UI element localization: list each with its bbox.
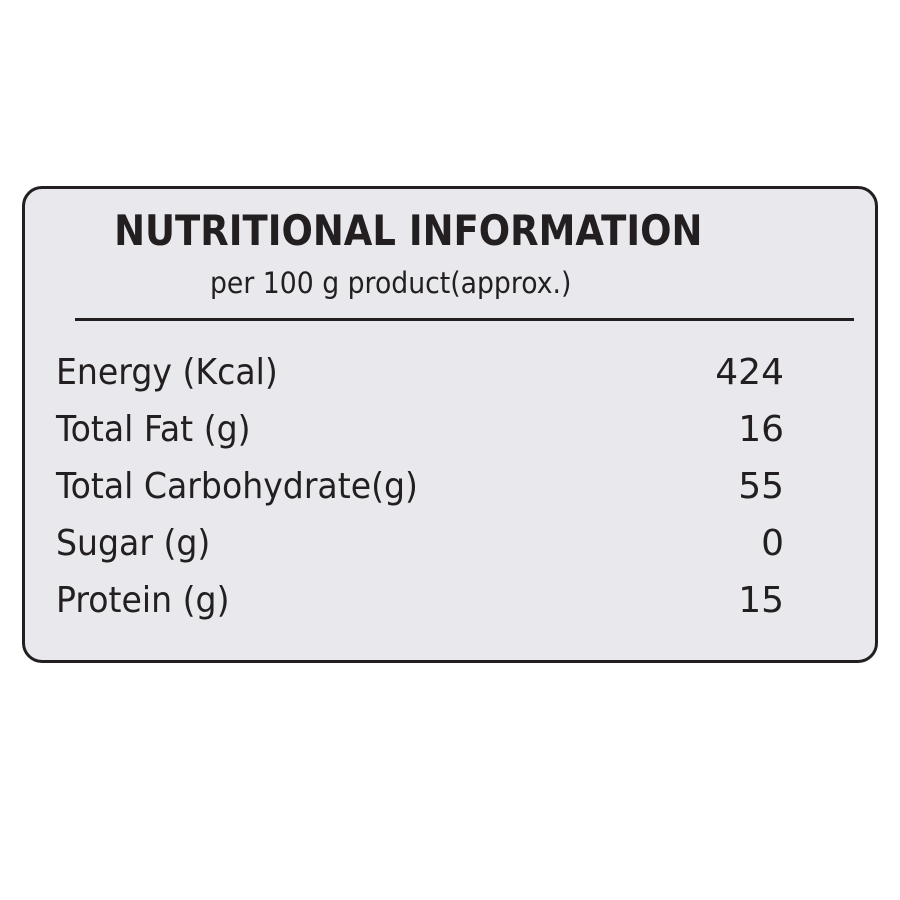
- row-label: Sugar (g): [56, 523, 211, 564]
- row-value: 16: [738, 409, 784, 450]
- divider: [75, 318, 854, 321]
- table-row: Total Fat (g) 16: [56, 409, 784, 459]
- row-label: Total Fat (g): [56, 409, 251, 450]
- page-title: NUTRITIONAL INFORMATION: [0, 206, 846, 255]
- row-value: 0: [761, 523, 784, 564]
- subtitle: per 100 g product(approx.): [210, 266, 572, 300]
- row-label: Total Carbohydrate(g): [56, 466, 418, 507]
- row-value: 424: [715, 352, 784, 393]
- row-value: 15: [738, 580, 784, 621]
- row-label: Protein (g): [56, 580, 230, 621]
- table-row: Sugar (g) 0: [56, 523, 784, 573]
- nutrition-panel: [22, 186, 878, 663]
- table-row: Protein (g) 15: [56, 580, 784, 630]
- row-value: 55: [738, 466, 784, 507]
- table-row: Total Carbohydrate(g) 55: [56, 466, 784, 516]
- table-row: Energy (Kcal) 424: [56, 352, 784, 402]
- title-text: NUTRITIONAL INFORMATION: [113, 206, 703, 255]
- row-label: Energy (Kcal): [56, 352, 278, 393]
